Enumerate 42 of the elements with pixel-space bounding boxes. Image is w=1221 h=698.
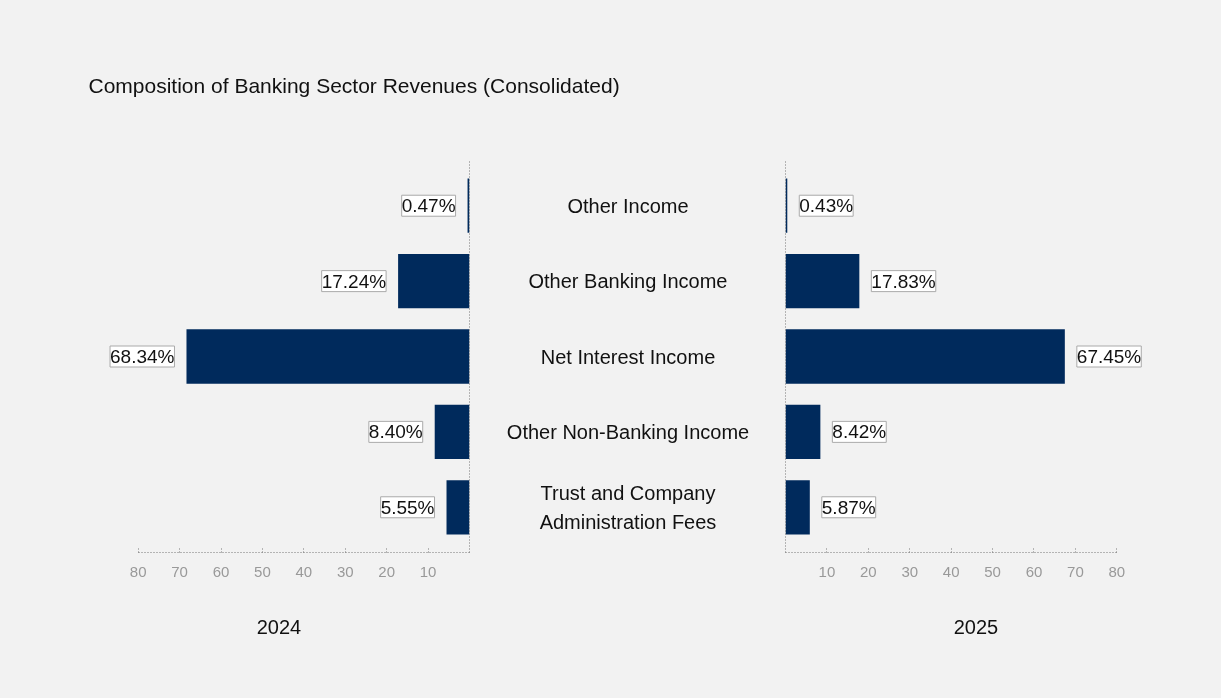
x-axis-title: 2025 [953,615,999,638]
x-tick-label: 20 [378,562,396,580]
bar [785,404,821,460]
bar [785,480,810,535]
data-label: 17.83% [871,270,936,292]
x-tick-label: 50 [254,562,271,580]
bar [434,404,470,460]
x-tick-label: 60 [1025,562,1043,580]
x-tick-label: 50 [984,562,1001,580]
data-label: 0.43% [799,195,854,217]
bar [186,329,470,384]
y-tick-label: Other Income [567,194,689,217]
data-label: 67.45% [1076,346,1142,367]
x-tick-label: 40 [942,562,960,580]
data-label: 0.47% [401,195,456,217]
y-tick-label: Other Non-Banking Income [506,420,750,443]
x-tick-label: 80 [1108,562,1126,580]
x-axis-title: 2024 [256,615,302,638]
x-tick-label: 40 [295,562,313,580]
data-label: 5.87% [821,496,876,518]
data-label: 17.24% [321,270,387,292]
data-label: 8.40% [368,421,423,443]
x-tick-label: 80 [129,562,147,580]
bar [398,253,470,309]
data-label: 8.42% [832,421,887,443]
x-tick-label: 60 [212,562,230,580]
x-tick-label: 20 [859,562,877,580]
chart-title: Composition of Banking Sector Revenues (Consolidated) [88,74,620,97]
data-label: 5.55% [380,496,435,518]
x-tick-label: 70 [171,562,188,580]
y-tick-label: Net Interest Income [540,345,716,368]
x-tick-label: 70 [1067,562,1084,580]
y-tick-label: Other Banking Income [528,270,728,293]
bar [446,480,470,535]
data-label: 68.34% [110,346,175,367]
y-tick-label: Trust and Company Administration Fees [539,481,717,533]
x-tick-label: 30 [901,562,919,580]
x-tick-label: 10 [818,562,836,580]
x-tick-label: 10 [419,562,437,580]
bar [785,253,860,309]
x-tick-label: 30 [336,562,354,580]
bar [785,329,1065,384]
